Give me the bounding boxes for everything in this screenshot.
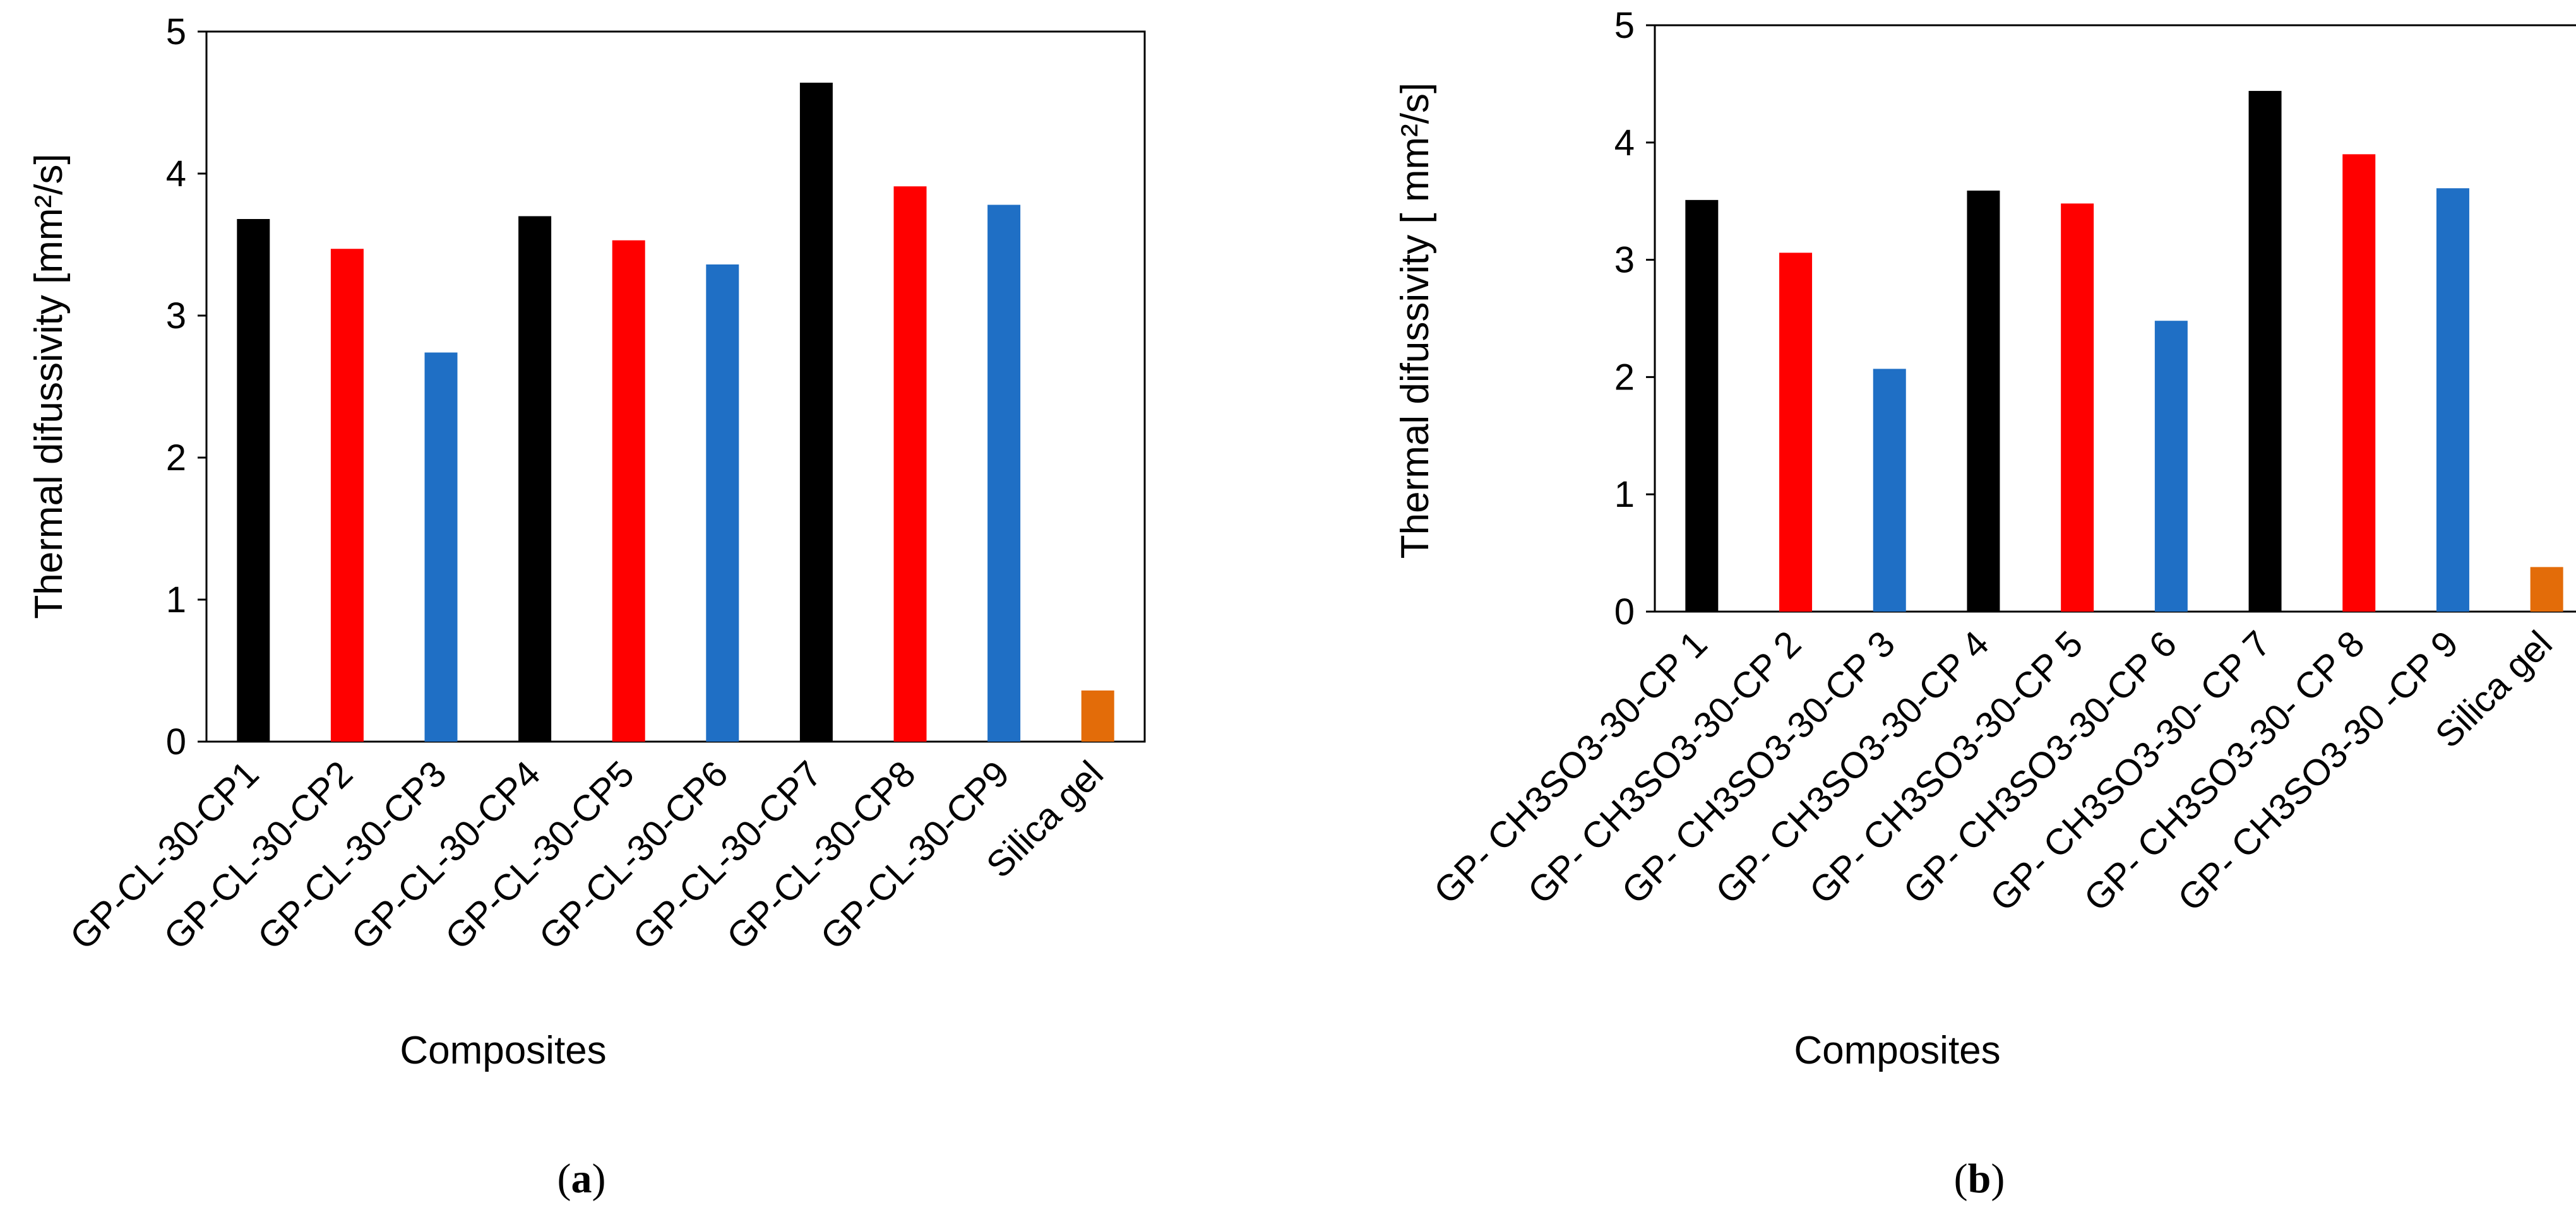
y-tick-label: 4 bbox=[166, 153, 186, 194]
chart-panel-b: 0 1 2 3 4 5 GP- CH3SO3-30-CP 1GP- CH3SO3-30-C… bbox=[1393, 5, 2576, 1202]
y-tick-label: 5 bbox=[1614, 5, 1635, 46]
y-axis-title-a: Thermal difussivity [mm²/s] bbox=[27, 153, 71, 619]
y-tick-label: 4 bbox=[1614, 122, 1635, 163]
bar bbox=[1967, 190, 2000, 612]
x-axis-labels-b: GP- CH3SO3-30-CP 1GP- CH3SO3-30-CP 2GP- … bbox=[1426, 623, 2560, 919]
bar bbox=[1779, 252, 1813, 612]
bar bbox=[893, 186, 927, 742]
bar bbox=[987, 204, 1021, 742]
bar bbox=[2342, 154, 2376, 612]
bars-a bbox=[237, 83, 1114, 742]
bar bbox=[706, 264, 739, 742]
y-tick-label: 1 bbox=[166, 579, 186, 620]
y-tick-label: 0 bbox=[1614, 591, 1635, 632]
y-tick-label: 2 bbox=[1614, 357, 1635, 398]
bar bbox=[1685, 199, 1719, 612]
y-tick-label: 3 bbox=[1614, 240, 1635, 281]
bar bbox=[2154, 321, 2188, 612]
x-axis-title-a: Composites bbox=[400, 1029, 606, 1072]
bar bbox=[518, 216, 552, 742]
bar bbox=[2061, 203, 2094, 612]
x-axis-labels-a: GP-CL-30-CP1GP-CL-30-CP2GP-CL-30-CP3GP-C… bbox=[62, 753, 1111, 957]
bar bbox=[237, 219, 270, 742]
plot-area-a bbox=[205, 30, 1146, 743]
panel-caption-b: (b) bbox=[1954, 1156, 2005, 1202]
bar bbox=[799, 83, 833, 742]
bar bbox=[2248, 91, 2282, 612]
bar bbox=[330, 249, 364, 742]
chart-panel-a: 0 1 2 3 4 5 GP-CL-30-CP1GP-CL-30-CP2GP-CL-30-… bbox=[27, 11, 1146, 1202]
y-tick-label: 0 bbox=[166, 721, 186, 762]
y-tick-label: 2 bbox=[166, 437, 186, 478]
y-axis-ticks-b: 0 1 2 3 4 5 bbox=[1614, 5, 1655, 632]
y-tick-label: 3 bbox=[166, 295, 186, 336]
y-axis-title-b: Thermal difussivity [ mm²/s] bbox=[1393, 83, 1437, 559]
y-tick-label: 5 bbox=[166, 11, 186, 52]
bars-b bbox=[1685, 91, 2563, 612]
plot-area-b bbox=[1654, 24, 2576, 613]
y-tick-label: 1 bbox=[1614, 474, 1635, 515]
bar bbox=[2530, 567, 2563, 612]
y-axis-ticks-a: 0 1 2 3 4 5 bbox=[166, 11, 206, 762]
panel-caption-a: (a) bbox=[558, 1156, 606, 1202]
bar bbox=[2436, 188, 2469, 612]
x-axis-title-b: Composites bbox=[1794, 1029, 2000, 1072]
bar bbox=[1081, 690, 1114, 742]
bar bbox=[612, 240, 645, 742]
bar bbox=[424, 352, 458, 742]
bar bbox=[1873, 369, 1906, 612]
